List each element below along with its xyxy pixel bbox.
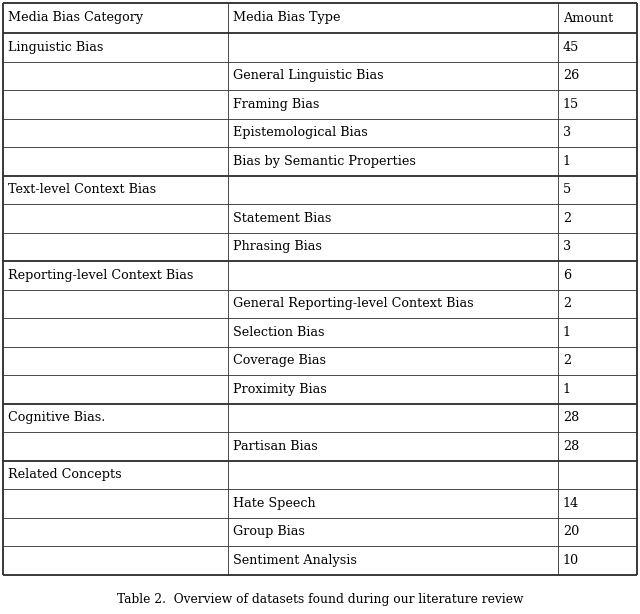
Text: 2: 2	[563, 354, 571, 367]
Text: 3: 3	[563, 240, 571, 253]
Text: Epistemological Bias: Epistemological Bias	[233, 126, 368, 139]
Text: Cognitive Bias.: Cognitive Bias.	[8, 411, 106, 424]
Text: Hate Speech: Hate Speech	[233, 497, 316, 510]
Text: 2: 2	[563, 297, 571, 310]
Text: General Reporting-level Context Bias: General Reporting-level Context Bias	[233, 297, 474, 310]
Text: 1: 1	[563, 326, 571, 339]
Text: 6: 6	[563, 269, 571, 282]
Text: 1: 1	[563, 383, 571, 396]
Text: 15: 15	[563, 98, 579, 111]
Text: Table 2.  Overview of datasets found during our literature review: Table 2. Overview of datasets found duri…	[116, 593, 524, 605]
Text: Text-level Context Bias: Text-level Context Bias	[8, 183, 156, 196]
Text: Framing Bias: Framing Bias	[233, 98, 319, 111]
Text: 20: 20	[563, 525, 579, 538]
Text: Media Bias Category: Media Bias Category	[8, 12, 143, 25]
Text: 14: 14	[563, 497, 579, 510]
Text: 28: 28	[563, 440, 579, 453]
Text: 10: 10	[563, 554, 579, 567]
Text: Media Bias Type: Media Bias Type	[233, 12, 340, 25]
Text: 5: 5	[563, 183, 571, 196]
Text: 1: 1	[563, 155, 571, 168]
Text: Partisan Bias: Partisan Bias	[233, 440, 318, 453]
Text: Proximity Bias: Proximity Bias	[233, 383, 327, 396]
Text: Selection Bias: Selection Bias	[233, 326, 324, 339]
Text: 26: 26	[563, 69, 579, 82]
Text: 45: 45	[563, 41, 579, 54]
Text: Bias by Semantic Properties: Bias by Semantic Properties	[233, 155, 416, 168]
Text: Sentiment Analysis: Sentiment Analysis	[233, 554, 357, 567]
Text: Statement Bias: Statement Bias	[233, 212, 332, 225]
Text: General Linguistic Bias: General Linguistic Bias	[233, 69, 384, 82]
Text: Linguistic Bias: Linguistic Bias	[8, 41, 104, 54]
Text: Group Bias: Group Bias	[233, 525, 305, 538]
Text: Reporting-level Context Bias: Reporting-level Context Bias	[8, 269, 193, 282]
Text: Amount: Amount	[563, 12, 613, 25]
Text: 2: 2	[563, 212, 571, 225]
Text: 3: 3	[563, 126, 571, 139]
Text: Related Concepts: Related Concepts	[8, 468, 122, 481]
Text: Phrasing Bias: Phrasing Bias	[233, 240, 322, 253]
Text: Coverage Bias: Coverage Bias	[233, 354, 326, 367]
Text: 28: 28	[563, 411, 579, 424]
